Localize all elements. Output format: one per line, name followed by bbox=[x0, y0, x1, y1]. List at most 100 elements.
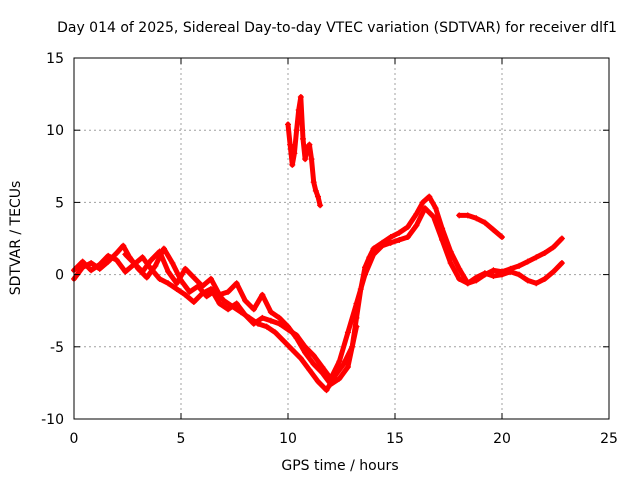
data-point bbox=[122, 268, 129, 275]
data-point bbox=[439, 236, 446, 243]
data-point bbox=[481, 219, 488, 226]
x-tick-label: 0 bbox=[70, 431, 79, 447]
data-point bbox=[550, 268, 557, 275]
data-point bbox=[250, 306, 257, 313]
data-point bbox=[156, 248, 163, 255]
data-point bbox=[220, 297, 227, 304]
data-point bbox=[353, 300, 360, 307]
data-point bbox=[148, 265, 155, 272]
series-line bbox=[285, 94, 323, 208]
data-point bbox=[516, 271, 523, 278]
data-point bbox=[173, 280, 180, 287]
data-point bbox=[160, 245, 167, 252]
data-point bbox=[263, 323, 270, 330]
data-point bbox=[216, 291, 223, 298]
data-point bbox=[464, 280, 471, 287]
data-point bbox=[310, 179, 317, 186]
data-point bbox=[353, 323, 360, 330]
data-point bbox=[314, 378, 321, 385]
data-point bbox=[413, 222, 420, 229]
plot-frame bbox=[73, 57, 610, 420]
data-point bbox=[233, 300, 240, 307]
data-point bbox=[242, 297, 249, 304]
data-point bbox=[169, 260, 176, 267]
data-point bbox=[285, 121, 291, 128]
data-point bbox=[336, 358, 343, 365]
data-point bbox=[242, 312, 249, 319]
data-point bbox=[481, 270, 488, 277]
data-point bbox=[319, 369, 326, 376]
data-point bbox=[456, 212, 463, 219]
y-tick-label: -10 bbox=[41, 412, 64, 428]
data-point bbox=[293, 127, 300, 134]
x-tick-label: 20 bbox=[493, 431, 511, 447]
data-point bbox=[267, 309, 274, 316]
y-axis-label: SDTVAR / TECUs bbox=[8, 181, 24, 296]
data-point bbox=[207, 286, 214, 293]
data-point bbox=[299, 135, 306, 142]
data-point bbox=[276, 320, 283, 327]
x-tick-label: 25 bbox=[600, 431, 618, 447]
data-point bbox=[426, 193, 433, 200]
data-point bbox=[225, 306, 232, 313]
data-point bbox=[79, 264, 86, 271]
y-tick-label: 0 bbox=[55, 268, 64, 284]
data-point bbox=[165, 268, 172, 275]
data-point bbox=[473, 274, 480, 281]
data-point bbox=[139, 254, 146, 261]
data-point bbox=[233, 280, 240, 287]
data-point bbox=[302, 156, 309, 163]
data-point bbox=[280, 338, 287, 345]
x-tick-labels: 0 5 10 15 20 25 bbox=[70, 431, 618, 447]
data-point bbox=[396, 229, 403, 236]
data-point bbox=[306, 141, 313, 148]
data-point bbox=[447, 260, 454, 267]
data-point bbox=[473, 215, 480, 222]
data-point bbox=[120, 242, 127, 249]
data-point bbox=[143, 274, 150, 281]
data-point bbox=[287, 141, 294, 148]
data-point bbox=[88, 260, 95, 267]
data-point bbox=[413, 210, 420, 217]
x-tick-label: 5 bbox=[177, 431, 186, 447]
data-point bbox=[297, 355, 304, 362]
data-point bbox=[344, 364, 351, 371]
data-point bbox=[370, 251, 377, 258]
series-layer bbox=[71, 93, 565, 394]
data-point bbox=[344, 329, 351, 336]
data-point bbox=[203, 293, 210, 300]
data-point bbox=[524, 277, 531, 284]
data-point bbox=[79, 258, 86, 265]
data-point bbox=[370, 245, 377, 252]
series-line bbox=[71, 205, 565, 382]
data-point bbox=[464, 212, 471, 219]
data-point bbox=[289, 161, 296, 168]
data-point bbox=[113, 257, 120, 264]
data-point bbox=[259, 291, 266, 298]
data-point bbox=[216, 300, 223, 307]
data-point bbox=[379, 242, 386, 249]
data-point bbox=[207, 275, 214, 282]
data-point bbox=[533, 254, 540, 261]
data-point bbox=[267, 317, 274, 324]
data-point bbox=[186, 288, 193, 295]
data-point bbox=[225, 288, 232, 295]
data-point bbox=[419, 199, 426, 206]
data-point bbox=[319, 364, 326, 371]
data-point bbox=[250, 320, 257, 327]
data-point bbox=[430, 213, 437, 220]
y-tick-label: 10 bbox=[46, 123, 64, 139]
series-track-e bbox=[456, 212, 505, 241]
data-point bbox=[310, 352, 317, 359]
data-point bbox=[336, 375, 343, 382]
data-point bbox=[490, 267, 497, 274]
data-point bbox=[499, 271, 505, 278]
y-tick-label: -5 bbox=[50, 340, 64, 356]
data-point bbox=[387, 234, 394, 241]
ticks bbox=[73, 57, 610, 420]
data-point bbox=[432, 205, 439, 212]
y-tick-labels: -10 -5 0 5 10 15 bbox=[41, 51, 64, 428]
data-point bbox=[148, 257, 155, 264]
data-point bbox=[130, 260, 137, 267]
series-line bbox=[122, 249, 359, 387]
